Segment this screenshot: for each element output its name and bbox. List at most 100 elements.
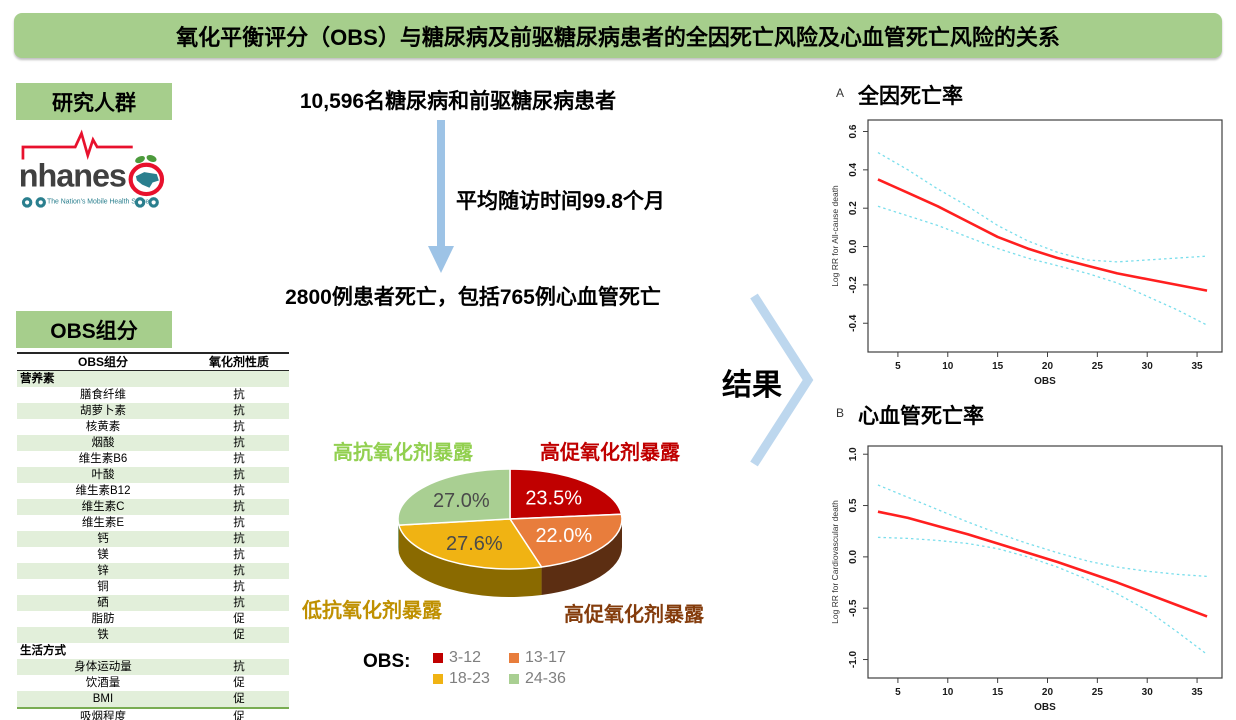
all-cause-mortality-chart: 5 10 15 20 25 30 35 OBS 0.6 0.4 0.2 0.0 -0.2 -0.4 Log … (830, 119, 1223, 387)
svg-text:OBS: OBS (1034, 376, 1056, 387)
svg-text:0.5: 0.5 (848, 498, 859, 512)
table-row: 维生素B6 抗 (78, 453, 245, 465)
table-row: BMI 促 (17, 691, 289, 709)
nhanes-logo-tagline: The Nation's Mobile Health Survey (47, 198, 153, 205)
pie-slice (509, 468, 623, 520)
obs-components-label: OBS组分 (16, 311, 172, 348)
table-row: 铁促 (17, 627, 289, 643)
followup-duration-text: 平均随访时间99.8个月 (456, 190, 665, 213)
svg-text:-0.2: -0.2 (848, 276, 859, 294)
svg-text:10: 10 (942, 687, 954, 698)
table-row: 维生素C 抗 (17, 499, 289, 515)
panel-letter-b: B (836, 406, 845, 420)
chart-a-header: A 全因死亡率 (836, 80, 963, 110)
table-row: 维生素E 抗 (81, 517, 245, 529)
legend-item: 18-23 (433, 670, 509, 688)
pie-label-high-prooxidant-top: 高促氧化剂暴露 (540, 442, 680, 464)
pie-label-high-prooxidant-bottom: 高促氧化剂暴露 (564, 604, 704, 626)
svg-text:5: 5 (895, 687, 901, 698)
legend-swatch (509, 653, 519, 663)
pie-label-low-antioxidant: 低抗氧化剂暴露 (302, 600, 442, 622)
svg-text:OBS: OBS (1034, 702, 1056, 713)
svg-text:-0.4: -0.4 (848, 314, 859, 332)
chevron-right-icon (750, 293, 814, 467)
table-row: 镁抗 (97, 549, 245, 561)
table-row: 钙抗 (17, 531, 289, 547)
chart-b-header: B 心血管死亡率 (836, 400, 984, 430)
pie-slice-label: 22.0% (535, 525, 592, 547)
table-section-row: 营养素 (17, 371, 289, 387)
svg-text:25: 25 (1092, 687, 1104, 698)
pie-slice (509, 513, 623, 568)
obs-legend-title: OBS: (363, 651, 411, 672)
series-lower-ci (877, 536, 1208, 655)
svg-text:0.2: 0.2 (848, 201, 859, 215)
svg-text:0.0: 0.0 (848, 549, 859, 563)
svg-text:35: 35 (1192, 687, 1204, 698)
legend-swatch (509, 674, 519, 684)
pie-slice-side (541, 519, 622, 595)
table-row: 维生素B12 抗 (75, 485, 245, 497)
svg-text:1.0: 1.0 (848, 447, 859, 461)
pie-slice-label: 23.5% (525, 488, 582, 510)
table-row: 铜抗 (97, 581, 245, 593)
obs-table-body: 营养素 膳食纤维抗胡萝卜素抗核黄素抗烟酸抗维生素B6 抗叶酸抗维生素B12 抗维生素C… (17, 371, 289, 720)
pie-slice-label: 27.0% (433, 490, 490, 512)
table-row: 锌抗 (17, 563, 289, 579)
obs-components-text: OBS组分 (50, 319, 138, 343)
obs-legend-items: 3-12 13-17 18-23 24-36 (433, 649, 605, 688)
table-section-row: 生活方式 (20, 645, 66, 657)
svg-text:0.4: 0.4 (848, 162, 859, 176)
table-row: 胡萝卜素抗 (17, 403, 289, 419)
svg-text:10: 10 (942, 361, 954, 372)
pie-slice-side (398, 525, 542, 597)
svg-text:15: 15 (992, 687, 1004, 698)
pie-chart: 23.5% 22.0% 27.6% 27.0% (397, 468, 623, 597)
svg-text:30: 30 (1142, 687, 1154, 698)
svg-text:15: 15 (992, 361, 1004, 372)
deaths-summary-text: 2800例患者死亡，包括765例心血管死亡 (285, 286, 661, 309)
title-banner: 氧化平衡评分（OBS）与糖尿病及前驱糖尿病患者的全因死亡风险及心血管死亡风险的关… (14, 13, 1222, 58)
apple-icon (128, 155, 165, 197)
svg-text:20: 20 (1042, 361, 1054, 372)
nhanes-logo-text: nhanes (19, 158, 126, 194)
svg-text:25: 25 (1092, 361, 1104, 372)
svg-text:5: 5 (895, 361, 901, 372)
results-label: 结果 (722, 369, 782, 402)
table-row: 吸烟程度促 (17, 709, 289, 720)
pie-slice-label: 27.6% (446, 533, 503, 555)
chart-a-title: 全因死亡率 (858, 85, 964, 108)
wheel-icons (21, 197, 159, 208)
table-row: 脂肪促 (91, 613, 245, 625)
study-population-label: 研究人群 (16, 83, 172, 120)
cohort-size-text: 10,596名糖尿病和前驱糖尿病患者 (299, 90, 617, 113)
nhanes-logo: nhanes The Nation's Mobile Health Survey (19, 129, 165, 208)
cardiovascular-mortality-chart: 5 10 15 20 25 30 35 OBS 1.0 0.5 0.0 -0.5 -1.0 Log RR … (830, 445, 1223, 713)
svg-text:0.0: 0.0 (848, 239, 859, 253)
down-arrow-icon (428, 120, 454, 273)
panel-letter-a: A (836, 86, 845, 100)
svg-text:-1.0: -1.0 (848, 650, 859, 668)
study-population-text: 研究人群 (52, 91, 136, 115)
table-row: 饮酒量促 (85, 677, 245, 689)
legend-item: 13-17 (509, 649, 605, 667)
obs-components-table: OBS组分 氧化剂性质 营养素 膳食纤维抗胡萝卜素抗核黄素抗烟酸抗维生素B6 抗叶酸… (17, 352, 289, 720)
svg-text:30: 30 (1142, 361, 1154, 372)
series-upper-ci (877, 152, 1208, 263)
svg-text:0.6: 0.6 (848, 124, 859, 138)
table-header-row: OBS组分 氧化剂性质 (17, 352, 289, 371)
table-row: 硒抗 (17, 595, 289, 611)
table-row: 叶酸抗 (17, 467, 289, 483)
pie-label-high-antioxidant: 高抗氧化剂暴露 (333, 442, 473, 464)
legend-swatch (433, 674, 443, 684)
table-row: 核黄素抗 (85, 421, 245, 433)
ekg-line-icon (21, 129, 133, 160)
page-title: 氧化平衡评分（OBS）与糖尿病及前驱糖尿病患者的全因死亡风险及心血管死亡风险的关… (176, 24, 1060, 50)
series-estimate (877, 510, 1208, 618)
svg-text:Log RR for All-cause death: Log RR for All-cause death (830, 185, 840, 287)
pie-slice (398, 518, 543, 570)
pie-slice-side (398, 519, 399, 554)
series-lower-ci (877, 205, 1208, 326)
table-row: 身体运动量抗 (17, 659, 289, 675)
